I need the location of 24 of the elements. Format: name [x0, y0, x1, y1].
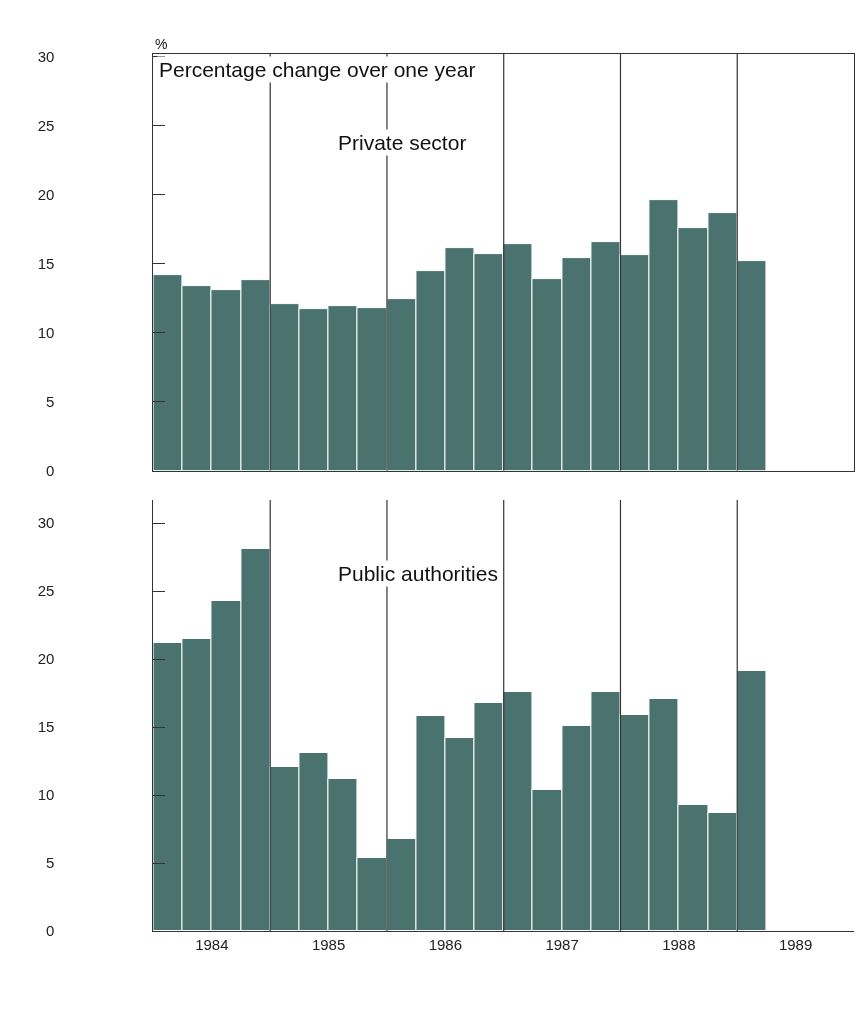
y-tick-label: 20 — [37, 650, 55, 668]
y-tick-label: 25 — [37, 117, 55, 135]
x-tick-label: 1987 — [545, 936, 579, 954]
y-tick-label: 15 — [37, 254, 55, 272]
x-tick-label: 1985 — [311, 936, 346, 954]
y-tick-label: 0 — [46, 461, 55, 479]
y-tick-label: 30 — [37, 514, 55, 532]
y-tick-label: 20 — [37, 186, 55, 204]
y-tick-label: 5 — [46, 854, 55, 872]
x-tick-label: 1986 — [428, 936, 463, 954]
y-tick-label: 30 — [37, 48, 55, 66]
y-tick-label: 5 — [46, 392, 55, 410]
y-tick-label: 10 — [37, 786, 55, 804]
x-tick-label: 1984 — [195, 936, 229, 954]
y-tick-label: 25 — [37, 582, 55, 600]
x-tick-label: 1989 — [778, 936, 813, 954]
annotation: Percentage change over one year — [159, 58, 476, 81]
y-tick-label: 15 — [37, 718, 55, 736]
y-axis-title: % — [155, 36, 168, 52]
text: Private sector — [338, 131, 467, 154]
text: Public authorities — [338, 562, 498, 585]
y-tick-label: 10 — [37, 323, 55, 341]
y-tick-label: 0 — [46, 922, 55, 940]
x-tick-label: 1988 — [662, 936, 696, 954]
